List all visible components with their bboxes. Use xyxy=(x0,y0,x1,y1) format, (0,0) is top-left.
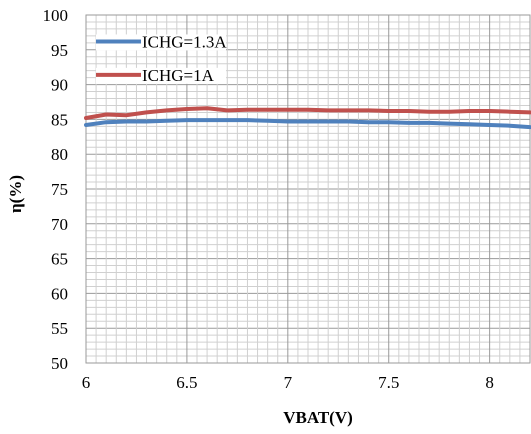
y-tick-label: 50 xyxy=(51,354,68,373)
y-axis-title: η(%) xyxy=(6,175,25,213)
x-tick-label: 6 xyxy=(82,373,91,392)
legend-background xyxy=(96,67,226,84)
y-tick-label: 70 xyxy=(51,215,68,234)
y-tick-label: 90 xyxy=(51,76,68,95)
x-tick-label: 7 xyxy=(284,373,293,392)
legend: ICHG=1.3A ICHG=1A xyxy=(96,32,227,85)
x-tick-label: 6.5 xyxy=(176,373,197,392)
legend-label: ICHG=1.3A xyxy=(142,32,227,51)
legend-label: ICHG=1A xyxy=(142,66,215,85)
series-line xyxy=(84,106,531,120)
x-tick-label: 8 xyxy=(485,373,494,392)
tick-labels: 50 55 60 65 70 75 80 85 90 95 100 6 6.5 7 7.5 8 xyxy=(43,6,494,392)
x-axis-title: VBAT(V) xyxy=(283,408,353,427)
legend-background xyxy=(96,34,226,51)
y-tick-label: 75 xyxy=(51,180,68,199)
y-tick-label: 95 xyxy=(51,41,68,60)
series-layer xyxy=(84,106,531,130)
y-tick-label: 80 xyxy=(51,145,68,164)
y-tick-label: 100 xyxy=(43,6,69,25)
y-tick-label: 85 xyxy=(51,110,68,129)
y-tick-label: 55 xyxy=(51,319,68,338)
plot-frame xyxy=(85,14,531,364)
y-tick-label: 65 xyxy=(51,250,68,269)
x-tick-label: 7.5 xyxy=(378,373,399,392)
series-line xyxy=(84,118,531,130)
y-tick-label: 60 xyxy=(51,284,68,303)
